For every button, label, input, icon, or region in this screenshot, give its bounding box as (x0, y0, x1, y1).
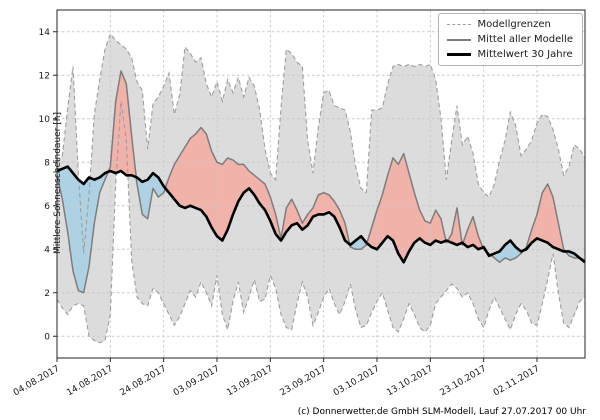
model-max-line (56, 32, 586, 254)
x-tick-label: 03.09.2017 (172, 364, 222, 398)
dashed-line-icon (446, 24, 471, 25)
legend-item-mittel-aller-modelle: Mittel aller Modelle (446, 34, 573, 45)
legend-label: Mittel aller Modelle (477, 34, 573, 45)
model-min-line (56, 101, 586, 344)
y-tick-label: 14 (39, 28, 51, 38)
x-tick-label: 23.09.2017 (279, 364, 329, 398)
gray-line-icon (446, 38, 471, 41)
credit-text: (c) Donnerwetter.de GmbH SLM-Modell, Lau… (297, 407, 586, 417)
legend-label: Modellgrenzen (477, 19, 551, 30)
y-axis-title: Mittlere Sonnenscheindauer [h] (53, 112, 63, 254)
y-tick-label: 0 (44, 332, 50, 342)
mean-30y-line (56, 165, 586, 264)
black-line-icon (446, 53, 471, 56)
x-tick-label: 02.11.2017 (492, 364, 542, 398)
legend-item-modellgrenzen: Modellgrenzen (446, 19, 573, 30)
y-tick-label: 8 (44, 158, 50, 168)
y-tick-label: 6 (44, 202, 50, 212)
y-tick-label: 4 (44, 245, 50, 255)
x-tick-label: 24.08.2017 (119, 364, 169, 398)
model-mean-line (56, 70, 586, 294)
y-tick-label: 10 (39, 115, 51, 125)
x-tick-label: 13.10.2017 (385, 364, 435, 398)
x-tick-label: 04.08.2017 (12, 364, 62, 398)
plot-border (56, 9, 586, 359)
x-tick-label: 23.10.2017 (439, 364, 489, 398)
x-tick-label: 14.08.2017 (65, 364, 115, 398)
x-tick-label: 03.10.2017 (332, 364, 382, 398)
x-tick-label: 13.09.2017 (225, 364, 275, 398)
legend: Modellgrenzen Mittel aller Modelle Mitte… (437, 13, 583, 66)
model-range-band (57, 33, 585, 343)
legend-label: Mittelwert 30 Jahre (477, 49, 573, 60)
y-tick-label: 2 (44, 289, 50, 299)
legend-item-mittelwert-30-jahre: Mittelwert 30 Jahre (446, 49, 573, 60)
y-tick-label: 12 (39, 71, 50, 81)
